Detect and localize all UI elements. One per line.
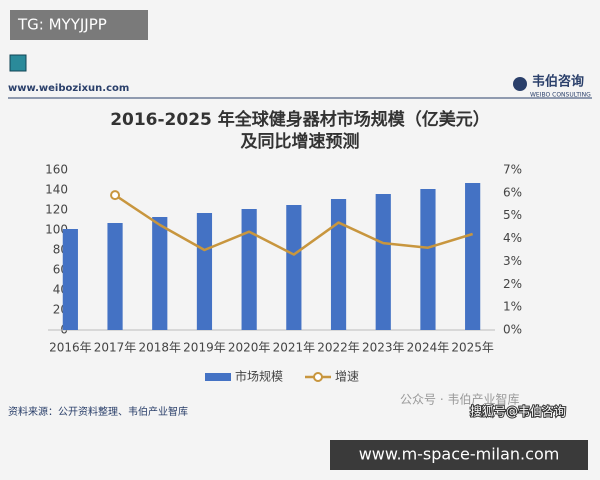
bar — [330, 199, 347, 330]
legend-label: 增速 — [335, 370, 359, 384]
watermark: 公众号 · 韦伯产业智库 — [400, 392, 519, 407]
legend-label: 市场规模 — [235, 369, 283, 384]
badge: TG: MYYJJPP — [17, 16, 107, 34]
y-tick-label: 160 — [45, 163, 68, 177]
legend-swatch-marker — [313, 372, 323, 382]
x-tick-label: 2023年 — [362, 341, 405, 355]
legend-swatch — [205, 373, 231, 381]
y-tick-label: 100 — [45, 223, 68, 237]
y-tick-label: 140 — [45, 183, 68, 197]
chart-title: 2016-2025 年全球健身器材市场规模（亿美元） — [110, 109, 490, 130]
bar — [62, 229, 78, 330]
y2-tick-label: 5% — [503, 208, 522, 222]
site: www.weibozixun.com — [8, 83, 129, 94]
y2-tick-label: 1% — [503, 300, 522, 314]
bar — [196, 213, 213, 330]
x-tick-label: 2025年 — [451, 341, 494, 355]
badge-box — [10, 10, 148, 40]
brand: 韦伯咨询 — [532, 74, 584, 90]
x-tick-label: 2024年 — [407, 341, 450, 355]
bar — [286, 205, 302, 330]
bar — [375, 194, 391, 330]
bar — [465, 183, 481, 330]
bar — [107, 223, 123, 330]
x-tick-label: 2016年 — [49, 341, 92, 355]
bar — [241, 209, 257, 330]
source: 资料来源：公开资料整理、韦伯产业智库 — [8, 405, 188, 418]
bar — [152, 217, 168, 330]
y-tick-label: 120 — [45, 203, 68, 217]
sohu: 搜狐号@韦伯咨询 — [470, 404, 566, 419]
line — [114, 194, 474, 256]
x-tick-label: 2020年 — [228, 341, 271, 355]
y2-tick-label: 7% — [503, 163, 522, 177]
footer-box — [330, 440, 588, 470]
x-tick-label: 2017年 — [94, 341, 137, 355]
footer-url: www.m-space-milan.com — [359, 445, 560, 464]
y2-tick-label: 2% — [503, 277, 522, 291]
brand-en: WEIBO CONSULTING — [530, 92, 591, 99]
bar — [420, 189, 436, 330]
y2-tick-label: 3% — [503, 254, 522, 268]
logo — [513, 77, 527, 91]
line-marker — [110, 190, 121, 201]
chart-subtitle: 及同比增速预测 — [241, 131, 360, 152]
x-tick-label: 2021年 — [273, 341, 316, 355]
y2-tick-label: 0% — [503, 323, 522, 337]
y2-tick-label: 4% — [503, 231, 522, 245]
x-tick-label: 2019年 — [183, 341, 226, 355]
y2-tick-label: 6% — [503, 185, 522, 199]
x-tick-label: 2022年 — [317, 341, 360, 355]
icon — [9, 54, 27, 72]
x-tick-label: 2018年 — [138, 341, 181, 355]
